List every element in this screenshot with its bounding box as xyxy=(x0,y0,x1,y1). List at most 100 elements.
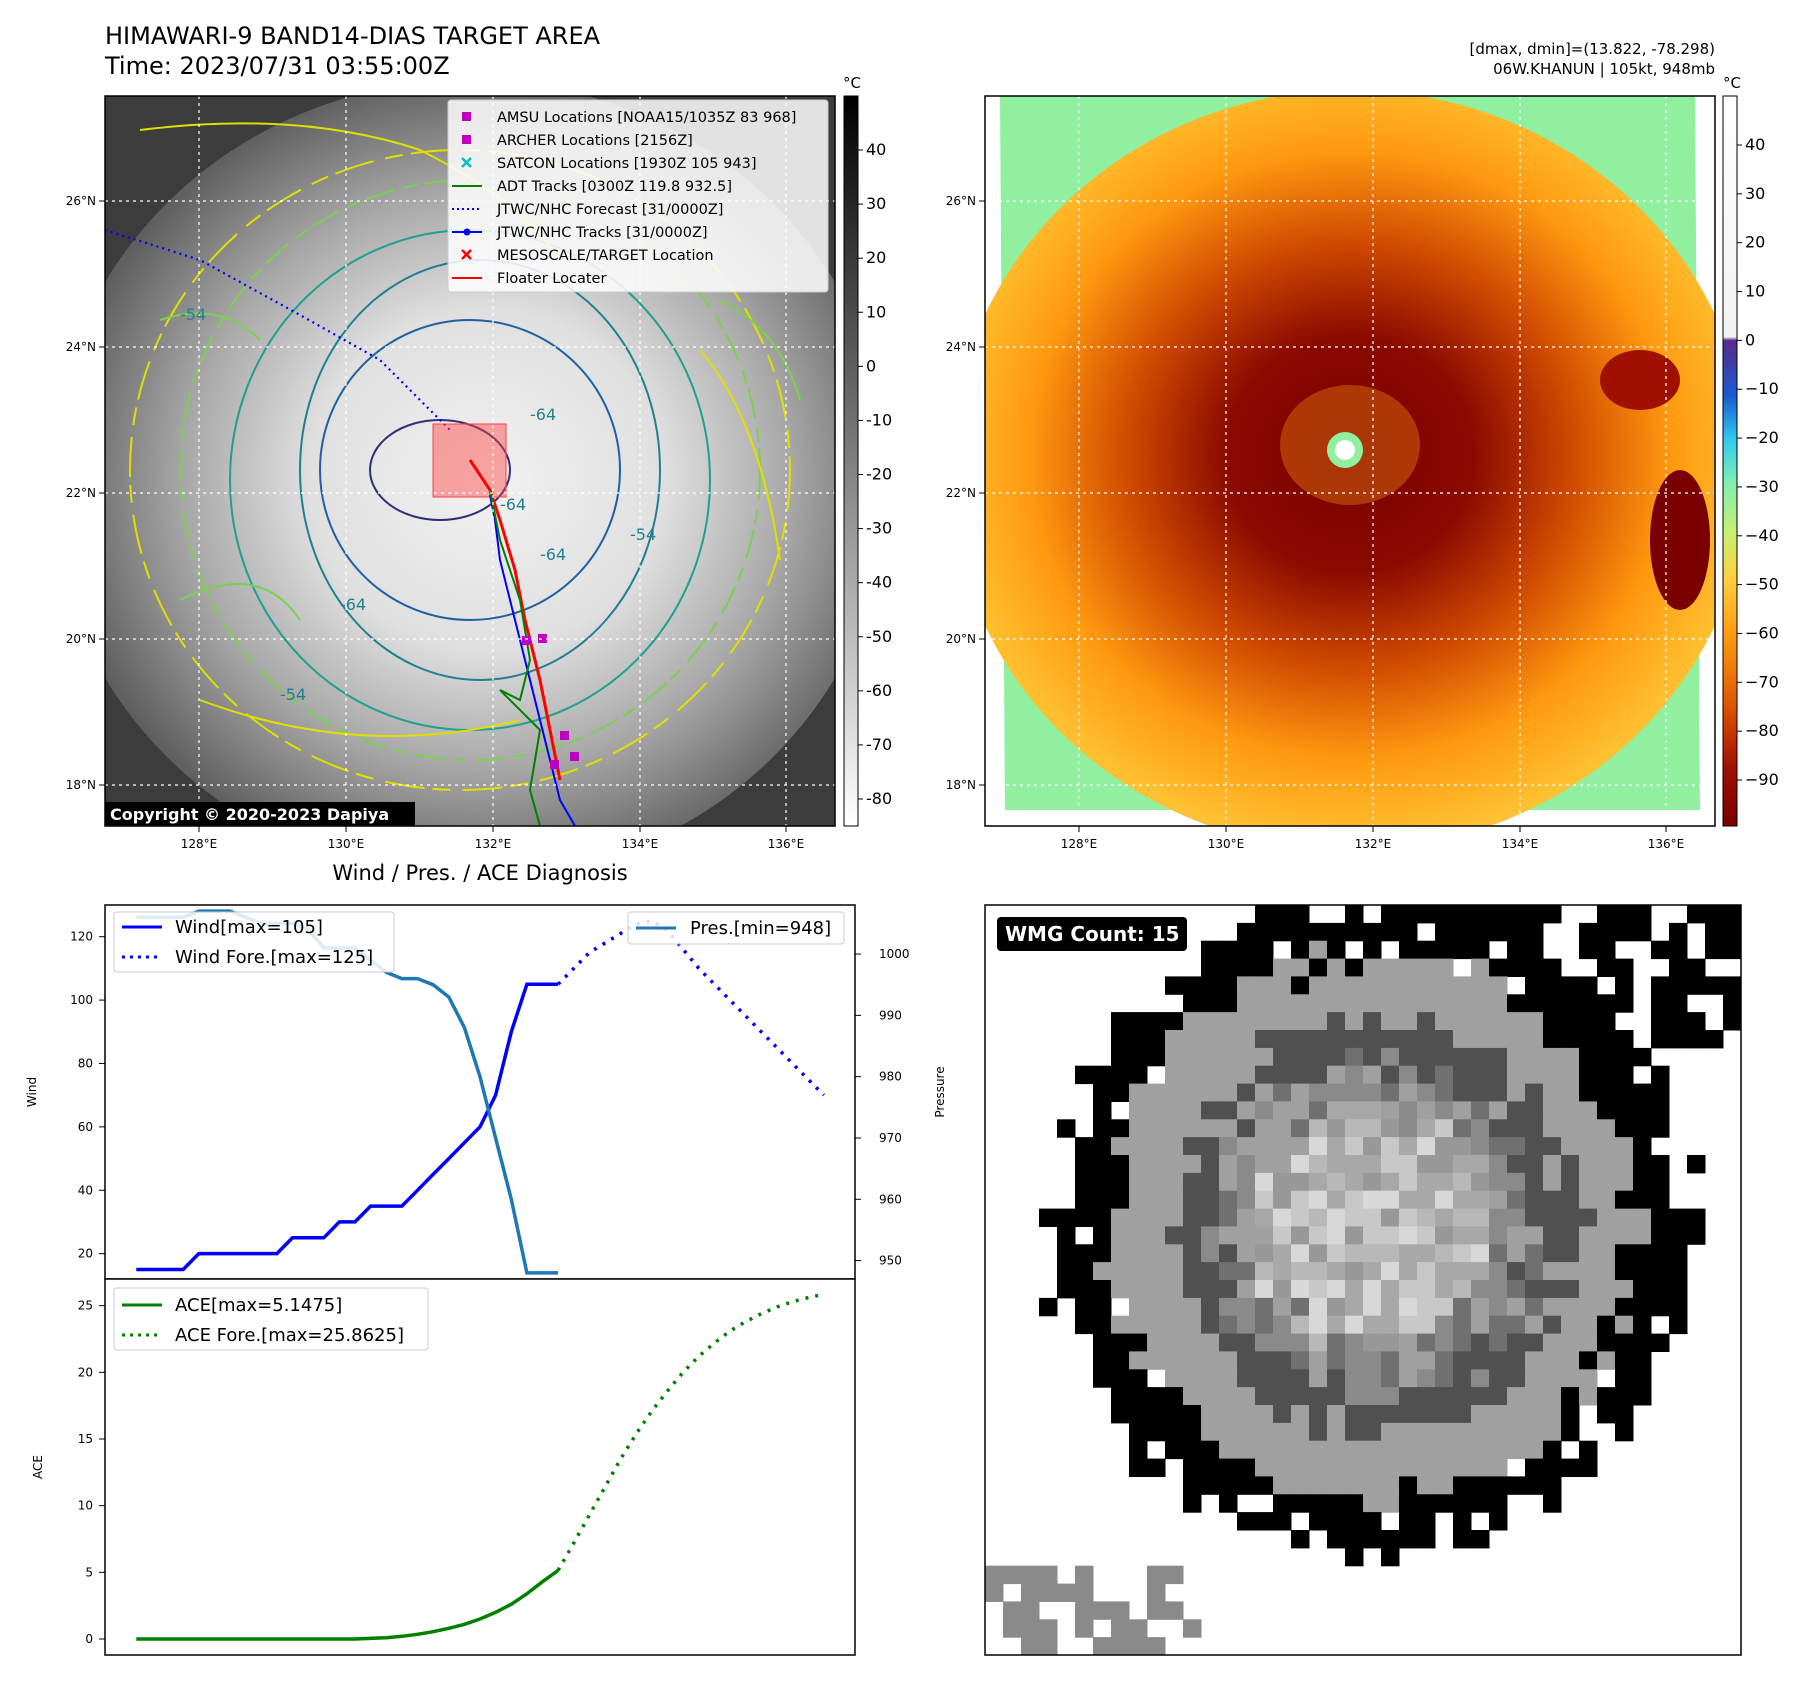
pressure-ylabel: Pressure xyxy=(933,1066,947,1117)
wmg-pixel xyxy=(1507,1351,1526,1370)
wmg-pixel xyxy=(1111,1119,1130,1138)
wmg-pixel xyxy=(1525,905,1544,924)
wmg-pixel xyxy=(1129,1244,1148,1263)
wmg-pixel xyxy=(1687,1208,1706,1227)
wmg-pixel xyxy=(1219,1012,1238,1031)
wmg-pixel xyxy=(1471,1172,1490,1192)
wmg-pixel xyxy=(1093,1226,1112,1245)
legend-x-icon xyxy=(461,249,472,260)
wmg-pixel xyxy=(1525,1226,1544,1245)
wmg-pixel xyxy=(1525,1137,1544,1156)
wmg-pixel xyxy=(1165,1315,1184,1335)
wmg-pixel xyxy=(1597,1280,1616,1299)
wmg-pixel xyxy=(1399,1047,1418,1067)
wmg-pixel xyxy=(1093,1083,1112,1102)
wmg-pixel xyxy=(1597,1244,1616,1263)
wmg-pixel xyxy=(1039,1637,1058,1656)
wmg-pixel xyxy=(1111,1047,1130,1067)
wmg-pixel xyxy=(1453,1155,1472,1174)
wmg-pixel xyxy=(1615,1226,1634,1245)
wmg-pixel xyxy=(1669,1030,1688,1049)
wmg-pixel xyxy=(1345,1405,1364,1424)
wmg-pixel xyxy=(1615,1262,1634,1281)
wmg-pixel xyxy=(1219,1083,1238,1102)
y-tick-label: 20 xyxy=(78,1365,93,1379)
wmg-pixel xyxy=(1093,1333,1112,1352)
wmg-pixel xyxy=(1507,922,1526,942)
wmg-pixel xyxy=(1507,1119,1526,1138)
wmg-pixel xyxy=(1363,1351,1382,1370)
wmg-pixel xyxy=(1417,905,1436,924)
wmg-pixel xyxy=(1723,1012,1742,1031)
wmg-pixel xyxy=(1291,1476,1310,1495)
wmg-pixel xyxy=(1075,1208,1094,1227)
wmg-pixel xyxy=(1669,1280,1688,1299)
wmg-pixel xyxy=(1363,1494,1382,1513)
wmg-pixel xyxy=(1399,1101,1418,1120)
wmg-pixel xyxy=(1615,1155,1634,1174)
wmg-pixel xyxy=(1615,994,1634,1013)
wmg-pixel xyxy=(1165,1297,1184,1317)
wmg-pixel xyxy=(1615,1422,1634,1442)
amsu-archer-markers xyxy=(522,634,579,769)
wmg-pixel xyxy=(1597,1101,1616,1120)
wmg-pixel xyxy=(1543,1333,1562,1352)
wmg-pixel xyxy=(1237,1512,1256,1531)
wmg-pixel xyxy=(1435,976,1454,995)
wmg-pixel xyxy=(1219,1208,1238,1227)
wmg-pixel xyxy=(1471,1530,1490,1549)
wmg-pixel xyxy=(1309,1065,1328,1085)
wmg-pixel xyxy=(1399,1369,1418,1388)
wmg-pixel xyxy=(1687,1030,1706,1049)
wmg-pixel xyxy=(1327,1351,1346,1370)
lat-tick-label: 22°N xyxy=(946,486,976,500)
wmg-pixel xyxy=(1381,1065,1400,1085)
wmg-pixel xyxy=(1345,922,1364,942)
wmg-pixel xyxy=(1651,1280,1670,1299)
wmg-pixel xyxy=(1579,1155,1598,1174)
wmg-pixel xyxy=(1201,1458,1220,1477)
ir-cb-label: -40 xyxy=(866,573,892,592)
lon-tick-label: 134°E xyxy=(622,837,659,851)
wmg-pixel xyxy=(1633,1083,1652,1102)
wmg-pixel xyxy=(1255,922,1274,942)
wmg-pixel xyxy=(1201,1030,1220,1049)
wmg-pixel xyxy=(1435,1172,1454,1192)
wmg-pixel xyxy=(1597,1297,1616,1317)
wmg-pixel xyxy=(1525,1101,1544,1120)
wmg-pixel xyxy=(1453,1476,1472,1495)
wmg-pixel xyxy=(1615,1333,1634,1352)
wmg-pixel xyxy=(1435,1351,1454,1370)
wmg-pixel xyxy=(1219,1405,1238,1424)
wmg-pixel xyxy=(1399,1083,1418,1102)
wmg-pixel xyxy=(1273,1226,1292,1245)
wmg-pixel xyxy=(1255,994,1274,1013)
wmg-pixel xyxy=(1309,1369,1328,1388)
wmg-pixel xyxy=(1435,1083,1454,1102)
wmg-pixel xyxy=(1417,1030,1436,1049)
wmg-pixel xyxy=(1687,1226,1706,1245)
wmg-pixel xyxy=(1381,1297,1400,1317)
wmg-pixel xyxy=(1507,1422,1526,1442)
wmg-pixel xyxy=(1507,1244,1526,1263)
wmg-pixel xyxy=(1507,1012,1526,1031)
wmg-pixel xyxy=(1579,1369,1598,1388)
wmg-pixel xyxy=(1255,905,1274,924)
wmg-pixel xyxy=(1525,1208,1544,1227)
wmg-pixel xyxy=(1021,1637,1040,1656)
wmg-pixel xyxy=(1111,1244,1130,1263)
wmg-pixel xyxy=(1543,1262,1562,1281)
wmg-pixel xyxy=(1561,1065,1580,1085)
wmg-pixel xyxy=(1597,905,1616,924)
wmg-pixel xyxy=(1471,1208,1490,1227)
wmg-pixel xyxy=(1327,1530,1346,1549)
wmg-pixel xyxy=(1111,1351,1130,1370)
wmg-pixel xyxy=(1435,905,1454,924)
map-legend-label: ARCHER Locations [2156Z] xyxy=(497,133,693,149)
wmg-pixel xyxy=(1489,1333,1508,1352)
wmg-pixel xyxy=(1075,1583,1094,1602)
wmg-pixel xyxy=(1129,1280,1148,1299)
wmg-pixel xyxy=(1417,1083,1436,1102)
wmg-pixel xyxy=(1219,1065,1238,1085)
